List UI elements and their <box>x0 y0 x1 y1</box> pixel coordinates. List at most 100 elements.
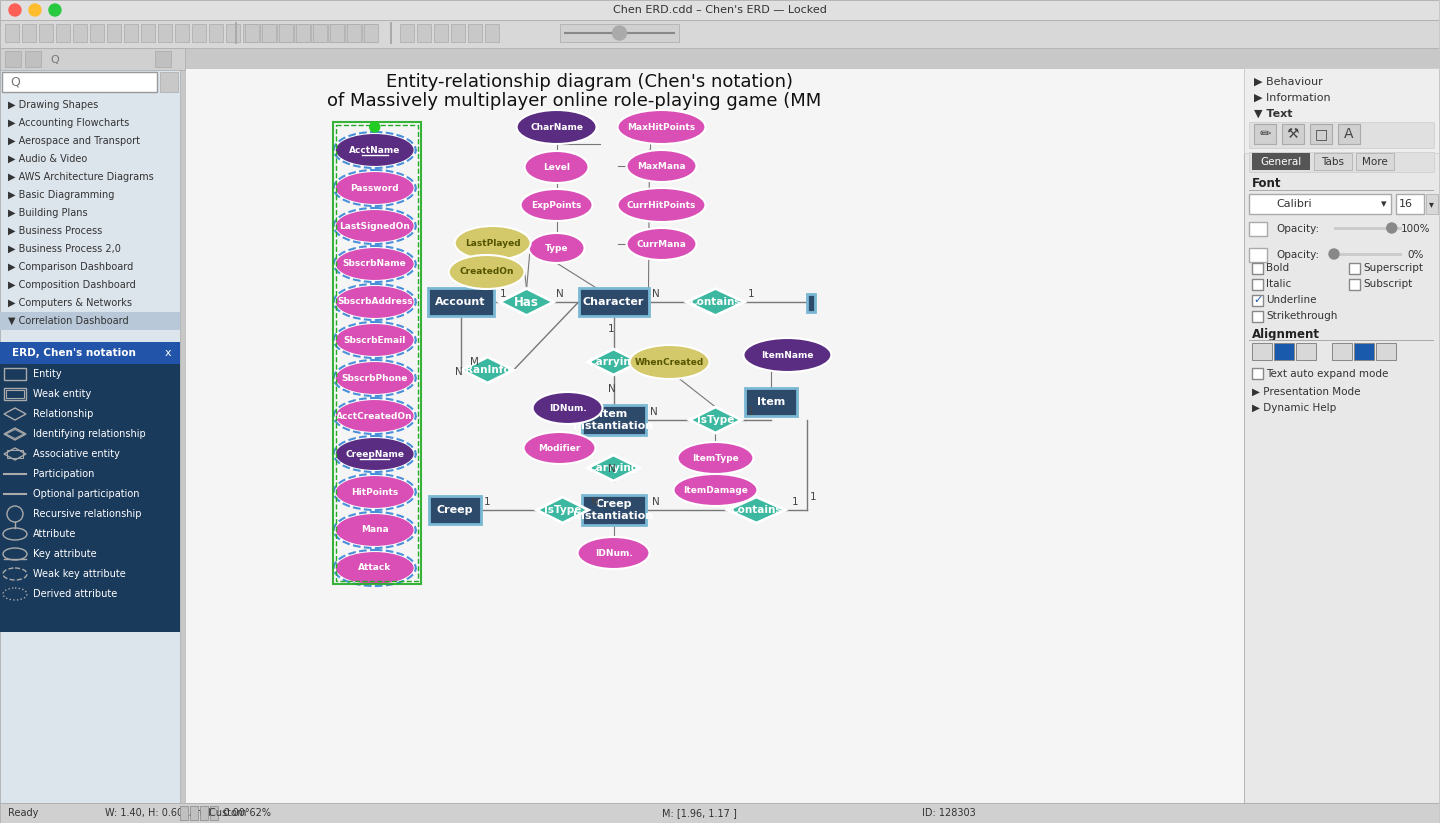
Text: CurrHitPoints: CurrHitPoints <box>626 201 696 210</box>
FancyBboxPatch shape <box>311 24 325 42</box>
FancyBboxPatch shape <box>485 24 498 42</box>
Polygon shape <box>687 289 744 315</box>
Text: Relationship: Relationship <box>33 409 94 419</box>
FancyBboxPatch shape <box>1251 279 1263 290</box>
FancyBboxPatch shape <box>1251 153 1310 170</box>
Text: ▶ Computers & Networks: ▶ Computers & Networks <box>9 298 132 308</box>
Circle shape <box>370 122 380 132</box>
Text: ▼ Correlation Dashboard: ▼ Correlation Dashboard <box>9 316 128 326</box>
FancyBboxPatch shape <box>1248 222 1267 236</box>
Text: Weak entity: Weak entity <box>33 389 91 399</box>
Text: LastPlayed: LastPlayed <box>465 239 520 248</box>
Text: M: M <box>469 357 478 367</box>
FancyBboxPatch shape <box>1426 194 1439 214</box>
FancyBboxPatch shape <box>1333 227 1403 230</box>
Circle shape <box>29 4 40 16</box>
Text: 16: 16 <box>1398 199 1413 209</box>
FancyBboxPatch shape <box>1282 124 1305 144</box>
FancyBboxPatch shape <box>361 24 376 42</box>
Text: Custom 62%: Custom 62% <box>209 808 271 818</box>
FancyBboxPatch shape <box>0 48 184 70</box>
FancyBboxPatch shape <box>56 24 71 42</box>
Text: ✓: ✓ <box>1253 295 1263 305</box>
Ellipse shape <box>334 323 415 357</box>
Ellipse shape <box>524 432 596 464</box>
Ellipse shape <box>334 475 415 509</box>
Text: ▶ Audio & Video: ▶ Audio & Video <box>9 154 88 164</box>
FancyBboxPatch shape <box>192 24 206 42</box>
Ellipse shape <box>334 285 415 319</box>
Polygon shape <box>588 349 639 375</box>
Circle shape <box>1329 249 1339 259</box>
Ellipse shape <box>618 188 706 222</box>
FancyBboxPatch shape <box>160 72 179 92</box>
FancyBboxPatch shape <box>312 24 327 42</box>
Ellipse shape <box>517 110 596 144</box>
Text: of Massively multiplayer online role-playing game (MM: of Massively multiplayer online role-pla… <box>327 92 822 110</box>
Text: ▶ Business Process 2,0: ▶ Business Process 2,0 <box>9 244 121 254</box>
FancyBboxPatch shape <box>390 22 392 44</box>
FancyBboxPatch shape <box>416 24 431 42</box>
Text: Font: Font <box>1251 176 1282 189</box>
FancyBboxPatch shape <box>24 51 40 67</box>
FancyBboxPatch shape <box>1254 124 1276 144</box>
FancyBboxPatch shape <box>428 288 494 316</box>
Ellipse shape <box>528 233 585 263</box>
FancyBboxPatch shape <box>1332 343 1352 360</box>
Text: Password: Password <box>350 184 399 193</box>
FancyBboxPatch shape <box>1338 124 1359 144</box>
FancyBboxPatch shape <box>328 24 341 42</box>
Text: SbscrbName: SbscrbName <box>343 259 406 268</box>
FancyBboxPatch shape <box>1349 279 1359 290</box>
FancyBboxPatch shape <box>1 72 157 92</box>
Circle shape <box>1387 223 1397 233</box>
Text: ▶ Presentation Mode: ▶ Presentation Mode <box>1251 387 1361 397</box>
Ellipse shape <box>334 361 415 395</box>
Text: Subscript: Subscript <box>1362 279 1413 289</box>
Text: Text auto expand mode: Text auto expand mode <box>1266 369 1388 379</box>
Circle shape <box>49 4 60 16</box>
Text: More: More <box>1362 157 1388 167</box>
Text: Item
Instantiation: Item Instantiation <box>573 409 654 430</box>
Text: Associative entity: Associative entity <box>33 449 120 459</box>
FancyBboxPatch shape <box>0 342 180 364</box>
Ellipse shape <box>334 513 415 547</box>
FancyBboxPatch shape <box>210 806 217 820</box>
Text: HitPoints: HitPoints <box>351 487 399 496</box>
Text: ▶ Drawing Shapes: ▶ Drawing Shapes <box>9 100 98 110</box>
Text: SbscrbEmail: SbscrbEmail <box>344 336 406 345</box>
Text: CreepName: CreepName <box>346 449 405 458</box>
Text: Q: Q <box>50 55 59 65</box>
FancyBboxPatch shape <box>1248 248 1267 262</box>
Text: Account: Account <box>435 297 485 307</box>
Text: MaxHitPoints: MaxHitPoints <box>628 123 696 132</box>
Text: ▶ Building Plans: ▶ Building Plans <box>9 208 88 218</box>
Text: Opacity:: Opacity: <box>1276 224 1319 234</box>
FancyBboxPatch shape <box>180 806 187 820</box>
Text: Recursive relationship: Recursive relationship <box>33 509 141 519</box>
FancyBboxPatch shape <box>400 24 413 42</box>
Text: Type: Type <box>544 244 569 253</box>
Text: M: [1.96, 1.17 ]: M: [1.96, 1.17 ] <box>662 808 737 818</box>
Text: Optional participation: Optional participation <box>33 489 140 499</box>
Text: Carrying: Carrying <box>589 357 639 367</box>
FancyBboxPatch shape <box>746 388 798 416</box>
Text: ▶ Basic Diagramming: ▶ Basic Diagramming <box>9 190 114 200</box>
Polygon shape <box>500 289 553 315</box>
FancyBboxPatch shape <box>184 68 1244 803</box>
FancyBboxPatch shape <box>200 806 207 820</box>
Ellipse shape <box>577 537 649 569</box>
Text: ▶ Composition Dashboard: ▶ Composition Dashboard <box>9 280 135 290</box>
FancyBboxPatch shape <box>560 24 680 42</box>
Text: AcctCreatedOn: AcctCreatedOn <box>337 412 413 421</box>
Text: Contains: Contains <box>730 505 782 515</box>
Polygon shape <box>588 455 639 481</box>
FancyBboxPatch shape <box>0 342 180 632</box>
Text: Identifying relationship: Identifying relationship <box>33 429 145 439</box>
FancyBboxPatch shape <box>0 312 180 330</box>
Circle shape <box>612 26 626 40</box>
Text: Calibri: Calibri <box>1276 199 1312 209</box>
Text: ▾: ▾ <box>1430 199 1434 209</box>
Text: WhenCreated: WhenCreated <box>635 357 704 366</box>
Text: Attack: Attack <box>359 564 392 573</box>
